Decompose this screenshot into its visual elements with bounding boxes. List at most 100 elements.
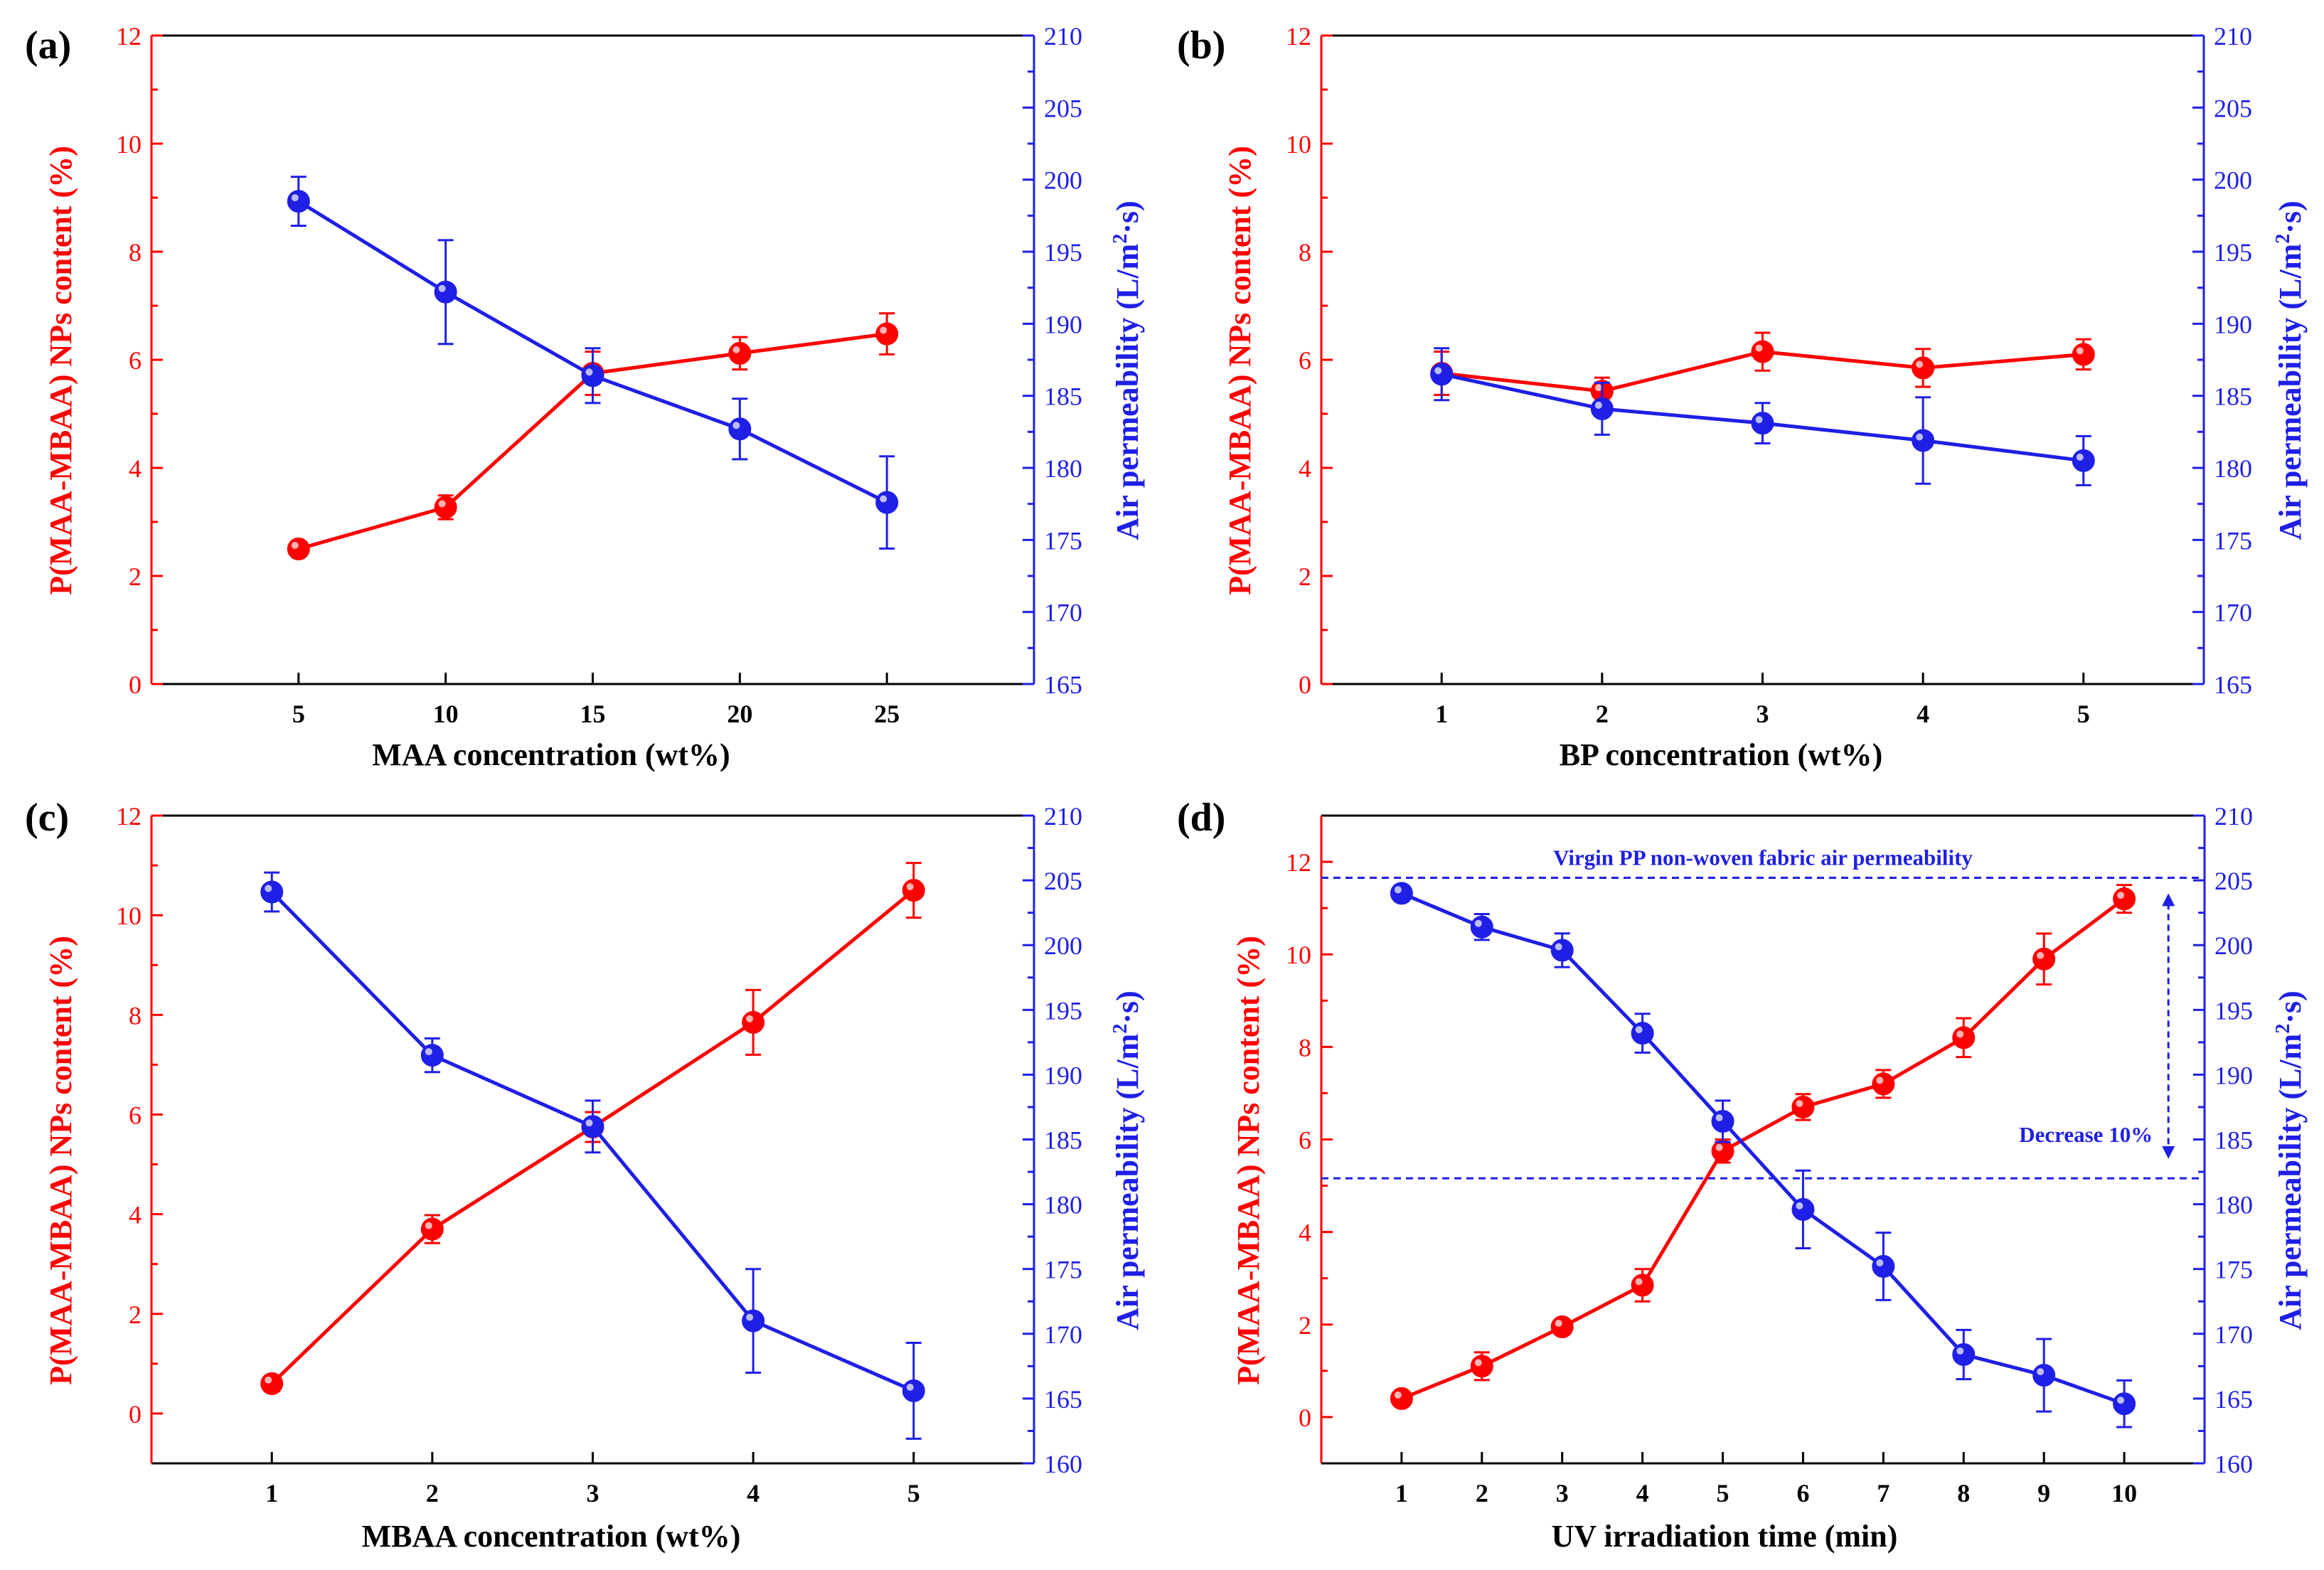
left-y-tick-label: 12	[116, 22, 142, 50]
right-y-tick-label: 175	[2214, 1256, 2253, 1284]
air-permeability-point	[728, 417, 752, 441]
x-tick-label: 3	[587, 1479, 599, 1507]
x-tick-label: 2	[1596, 700, 1609, 728]
left-y-tick-label: 4	[129, 1201, 142, 1229]
point-highlight	[1635, 1026, 1643, 1034]
left-axis-label: P(MAA-MBAA) NPs content (%)	[43, 146, 78, 595]
air-permeability-point	[902, 1379, 925, 1402]
arrow-head-up	[2162, 893, 2175, 907]
plot-area: 1 2 3 4 502468101216016517017518018519019520…	[116, 802, 1082, 1507]
x-tick-label: 4	[1636, 1479, 1649, 1507]
nps-content-point	[1751, 340, 1774, 363]
x-tick-label: 5	[1717, 1479, 1729, 1507]
left-y-tick-label: 0	[129, 671, 142, 699]
point-highlight	[1956, 1347, 1964, 1355]
right-y-tick-label: 205	[1044, 867, 1082, 895]
nps-content-point	[875, 322, 899, 346]
point-highlight	[732, 422, 740, 429]
left-axis-label: P(MAA-MBAA) NPs content (%)	[43, 936, 78, 1385]
right-y-tick-label: 170	[1044, 1320, 1082, 1349]
right-axis-label: Air permeability (L/m2·s)	[1109, 990, 1145, 1330]
nps-content-point	[902, 879, 925, 902]
x-axis-label: MBAA concentration (wt%)	[362, 1519, 741, 1554]
panel-d: (d) UV irradiation time (min) P(MAA-MBAA…	[1177, 796, 2308, 1554]
right-y-tick-label: 195	[1044, 996, 1082, 1025]
nps-content-point	[1631, 1273, 1654, 1297]
air-permeability-point	[1912, 429, 1935, 452]
right-y-tick-label: 185	[1044, 383, 1082, 411]
left-y-tick-label: 2	[1299, 562, 1311, 591]
right-y-tick-label: 200	[2214, 931, 2253, 960]
air-permeability-point	[2032, 1364, 2056, 1387]
right-y-tick-label: 165	[2214, 1385, 2253, 1414]
left-y-tick-label: 6	[129, 1101, 142, 1129]
right-y-tick-label: 180	[1044, 454, 1082, 483]
left-y-tick-label: 10	[116, 130, 142, 159]
point-highlight	[1635, 1278, 1643, 1286]
right-y-tick-label: 175	[1044, 526, 1082, 555]
point-highlight	[2117, 1397, 2125, 1404]
right-y-tick-label: 165	[1044, 671, 1082, 699]
left-y-tick-label: 2	[1299, 1311, 1311, 1340]
left-y-tick-label: 10	[1286, 941, 1311, 969]
right-y-tick-label: 205	[2214, 867, 2253, 895]
x-axis-label: MAA concentration (wt%)	[372, 737, 730, 772]
x-tick-label: 1	[265, 1479, 278, 1507]
right-y-tick-label: 180	[1044, 1191, 1082, 1219]
x-tick-label: 6	[1796, 1479, 1809, 1507]
air-permeability-point	[2072, 449, 2095, 472]
air-permeability-line	[1400, 892, 2125, 1406]
right-y-tick-label: 170	[2214, 1320, 2253, 1349]
right-y-tick-label: 200	[2214, 166, 2252, 195]
air-permeability-point	[1952, 1342, 1976, 1366]
point-highlight	[291, 194, 299, 202]
panel-label: (d)	[1177, 796, 1225, 840]
right-y-tick-label: 195	[2214, 238, 2252, 267]
left-y-tick-label: 6	[1299, 346, 1311, 375]
point-highlight	[1715, 1143, 1723, 1151]
point-highlight	[1594, 384, 1602, 392]
left-y-tick-label: 2	[129, 1301, 142, 1329]
x-tick-label: 4	[1917, 700, 1929, 728]
point-highlight	[1876, 1259, 1884, 1267]
right-y-tick-label: 210	[2214, 22, 2252, 50]
air-permeability-point	[1872, 1255, 1895, 1278]
point-highlight	[1755, 344, 1763, 352]
air-permeability-point	[742, 1309, 765, 1333]
right-y-tick-label: 185	[2214, 383, 2252, 411]
point-highlight	[291, 542, 299, 549]
nps-content-line	[1400, 897, 2126, 1401]
point-highlight	[1755, 416, 1763, 424]
nps-content-point	[1952, 1026, 1976, 1050]
point-highlight	[2076, 347, 2084, 355]
right-y-tick-label: 190	[2214, 1061, 2253, 1089]
point-highlight	[1555, 1320, 1562, 1328]
point-highlight	[585, 368, 593, 376]
point-highlight	[746, 1015, 754, 1022]
left-y-tick-label: 4	[1299, 454, 1311, 483]
point-highlight	[2037, 1368, 2045, 1376]
point-highlight	[438, 284, 446, 292]
left-y-tick-label: 12	[116, 802, 142, 831]
left-y-tick-label: 10	[1286, 130, 1311, 159]
left-y-tick-label: 8	[129, 1001, 142, 1030]
right-y-tick-label: 160	[1044, 1450, 1082, 1478]
right-y-tick-label: 210	[1044, 22, 1082, 50]
right-y-tick-label: 180	[2214, 1191, 2253, 1219]
right-y-tick-label: 175	[2214, 526, 2252, 555]
x-tick-label: 9	[2037, 1479, 2050, 1507]
x-axis-label: UV irradiation time (min)	[1552, 1519, 1898, 1554]
right-y-tick-label: 160	[2214, 1450, 2253, 1478]
left-y-tick-label: 4	[129, 454, 142, 483]
point-highlight	[265, 1376, 272, 1384]
decrease-annotation: Decrease 10%	[2019, 1122, 2153, 1147]
air-permeability-point	[875, 491, 899, 514]
point-highlight	[585, 1119, 593, 1127]
right-y-tick-label: 210	[1044, 802, 1082, 831]
right-y-tick-label: 200	[1044, 166, 1082, 195]
left-y-tick-label: 6	[1299, 1126, 1311, 1155]
point-highlight	[2037, 951, 2045, 959]
left-y-tick-label: 8	[1299, 238, 1311, 267]
